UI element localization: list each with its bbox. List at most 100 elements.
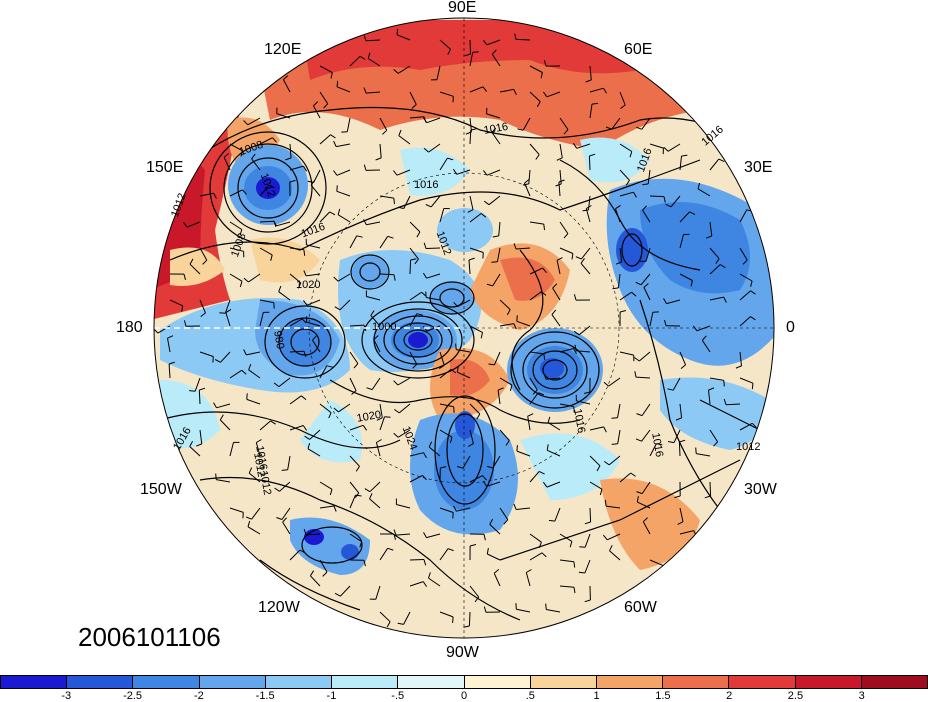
wind-barb: [469, 585, 480, 598]
wind-barb: [547, 422, 561, 431]
wind-barb: [641, 117, 651, 130]
wind-barb: [619, 472, 632, 483]
wind-barb: [697, 188, 711, 197]
wind-barb-feather: [578, 571, 585, 574]
wind-barb: [649, 312, 654, 327]
wind-barb: [409, 259, 412, 275]
wind-barb: [559, 221, 569, 234]
wind-barb-feather: [735, 365, 742, 369]
wind-barb: [289, 425, 304, 431]
wind-barb-feather: [723, 398, 727, 405]
wind-barb: [371, 377, 381, 390]
wind-barbs: [154, 28, 757, 628]
wind-barb: [469, 195, 474, 210]
longitude-label-120w: 120W: [258, 599, 300, 616]
wind-barb: [457, 371, 471, 379]
colorbar-tick-label: -2.5: [123, 690, 143, 702]
wind-barb: [396, 34, 411, 41]
wind-barb-feather: [474, 596, 480, 603]
wind-barb: [469, 213, 482, 223]
wind-barb: [556, 260, 561, 275]
isobar-label: 1016: [414, 179, 439, 191]
wind-barb-feather: [538, 392, 545, 396]
wind-barb: [247, 117, 261, 126]
wind-barb: [409, 581, 424, 587]
wind-barb: [198, 389, 201, 405]
wind-barb-feather: [447, 548, 454, 552]
wind-barb: [439, 39, 451, 50]
wind-barb-feather: [215, 473, 217, 480]
wind-barb: [546, 377, 561, 380]
wind-barb-feather: [425, 204, 432, 208]
wind-barb: [259, 184, 270, 197]
wind-barb-feather: [674, 495, 681, 499]
wind-barb: [259, 220, 275, 223]
colorbar-cell: [795, 676, 862, 688]
longitude-label-90e: 90E: [448, 0, 477, 16]
wind-barb: [248, 369, 261, 379]
wind-barb-feather: [363, 219, 367, 225]
wind-barb-feather: [449, 437, 453, 444]
wind-barb: [647, 169, 651, 184]
wind-barb: [489, 524, 501, 535]
wind-barb-feather: [393, 170, 398, 176]
wind-barb: [398, 403, 411, 414]
wind-barb-feather: [333, 140, 337, 147]
wind-barb-feather: [604, 500, 607, 507]
wind-barb-feather: [239, 281, 243, 288]
wind-barb: [248, 273, 261, 283]
wind-barb-feather: [706, 235, 712, 239]
wind-barb: [439, 611, 454, 618]
wind-barb-feather: [467, 209, 474, 213]
wind-barb-feather: [456, 366, 459, 373]
wind-barb-feather: [202, 259, 208, 265]
wind-barb: [259, 299, 274, 304]
wind-barb-feather: [603, 534, 608, 541]
colorbar-tick-label: 2: [726, 690, 733, 702]
wind-barb: [584, 559, 591, 574]
isobar-label: 1000: [372, 321, 397, 333]
wind-barb-feather: [333, 505, 337, 512]
wind-barb: [739, 422, 753, 431]
wind-barb-feather: [410, 258, 417, 261]
wind-barb: [395, 533, 411, 536]
wind-barb-feather: [353, 363, 359, 369]
wind-barb: [282, 79, 291, 93]
wind-barb: [606, 505, 621, 509]
wind-barb: [194, 377, 201, 392]
wind-barb-feather: [304, 435, 310, 440]
wind-barb-feather: [690, 280, 693, 287]
longitude-label-30w: 30W: [744, 481, 777, 498]
wind-barb: [678, 441, 681, 457]
wind-barb-feather: [535, 154, 540, 160]
wind-barb: [216, 403, 231, 409]
wind-barb: [289, 143, 292, 159]
wind-barb: [223, 157, 231, 171]
wind-barb: [279, 481, 291, 492]
wind-barb: [439, 208, 445, 223]
wind-barb: [551, 314, 561, 327]
wind-barb-feather: [543, 373, 547, 380]
wind-barb: [580, 262, 591, 275]
wind-barb: [493, 573, 501, 587]
wind-barb: [679, 351, 687, 366]
wind-barb-feather: [620, 104, 626, 109]
wind-barb-feather: [364, 488, 371, 493]
wind-barb-feather: [543, 60, 547, 67]
wind-barb: [679, 507, 684, 522]
wind-barb-feather: [414, 258, 419, 265]
wind-barb: [581, 247, 591, 260]
wind-barb: [619, 247, 623, 262]
wind-barb-feather: [596, 465, 601, 472]
wind-barb-feather: [584, 521, 591, 525]
wind-barb: [457, 299, 471, 308]
wind-barb-feather: [303, 351, 307, 358]
wind-barb: [497, 390, 501, 405]
wind-barb: [336, 169, 351, 176]
wind-barb-feather: [439, 364, 445, 370]
wind-barb: [643, 287, 651, 301]
wind-barb: [739, 351, 742, 366]
wind-barb-feather: [386, 621, 391, 628]
wind-barb: [229, 507, 244, 513]
wind-barb: [492, 455, 501, 469]
